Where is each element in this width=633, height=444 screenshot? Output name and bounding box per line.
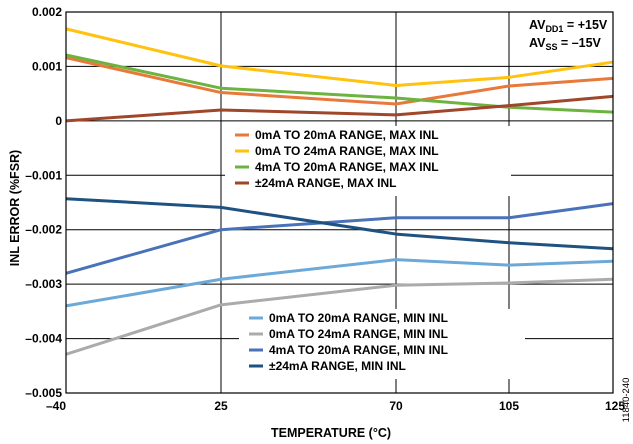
series-line bbox=[65, 202, 614, 275]
x-tick-label: 70 bbox=[389, 399, 403, 413]
series-line bbox=[65, 53, 614, 114]
x-tick-label: 125 bbox=[605, 399, 625, 413]
y-tick-label: –0.004 bbox=[25, 332, 62, 346]
series-line bbox=[65, 277, 614, 356]
legend-label: 0mA TO 20mA RANGE, MIN INL bbox=[269, 311, 448, 325]
y-tick-labels: 0.002 0.001 0 –0.001 –0.002 –0.003 –0.004 –0.00… bbox=[25, 5, 62, 400]
x-tick-label: 25 bbox=[214, 399, 228, 413]
x-tick-label: –40 bbox=[46, 399, 66, 413]
y-tick-label: 0.001 bbox=[32, 59, 62, 73]
supply-note-avdd1: AVDD1 = +15V bbox=[529, 18, 608, 34]
legend-label: 4mA TO 20mA RANGE, MIN INL bbox=[269, 343, 448, 357]
y-tick-label: 0.002 bbox=[32, 5, 62, 19]
supply-note: AVDD1 = +15V AVSS = –15V bbox=[529, 18, 608, 52]
x-tick-label: 105 bbox=[499, 399, 519, 413]
legend-label: ±24mA RANGE, MAX INL bbox=[255, 176, 397, 190]
supply-note-avss: AVSS = –15V bbox=[529, 36, 602, 52]
legend-label: 0mA TO 24mA RANGE, MIN INL bbox=[269, 327, 448, 341]
legend-label: 0mA TO 24mA RANGE, MAX INL bbox=[255, 144, 439, 158]
plot-frame bbox=[65, 11, 614, 394]
y-tick-label: –0.002 bbox=[25, 223, 62, 237]
legend-background bbox=[239, 309, 525, 379]
y-tick-label: –0.003 bbox=[25, 277, 62, 291]
legend-label: 4mA TO 20mA RANGE, MAX INL bbox=[255, 160, 439, 174]
series-line bbox=[65, 27, 614, 87]
series-line bbox=[65, 56, 614, 106]
legend-background bbox=[225, 126, 511, 196]
x-tick-labels: –40 25 70 105 125 bbox=[46, 399, 625, 413]
y-tick-label: –0.001 bbox=[25, 168, 62, 182]
y-tick-label: –0.005 bbox=[25, 386, 62, 400]
figure-id: 11840-240 bbox=[621, 378, 632, 423]
legend-min-inl: 0mA TO 20mA RANGE, MIN INL 0mA TO 24mA RA… bbox=[239, 309, 525, 379]
legend-label: 0mA TO 20mA RANGE, MAX INL bbox=[255, 128, 439, 142]
series-line bbox=[65, 197, 614, 251]
series-line bbox=[65, 258, 614, 308]
x-axis-title: TEMPERATURE (°C) bbox=[271, 426, 391, 440]
legend-max-inl: 0mA TO 20mA RANGE, MAX INL 0mA TO 24mA RA… bbox=[225, 126, 511, 196]
y-tick-label: 0 bbox=[55, 114, 62, 128]
series-line bbox=[65, 94, 614, 123]
series-lines bbox=[65, 27, 614, 356]
y-axis-title: INL ERROR (%FSR) bbox=[8, 150, 22, 266]
legend-label: ±24mA RANGE, MIN INL bbox=[269, 359, 406, 373]
